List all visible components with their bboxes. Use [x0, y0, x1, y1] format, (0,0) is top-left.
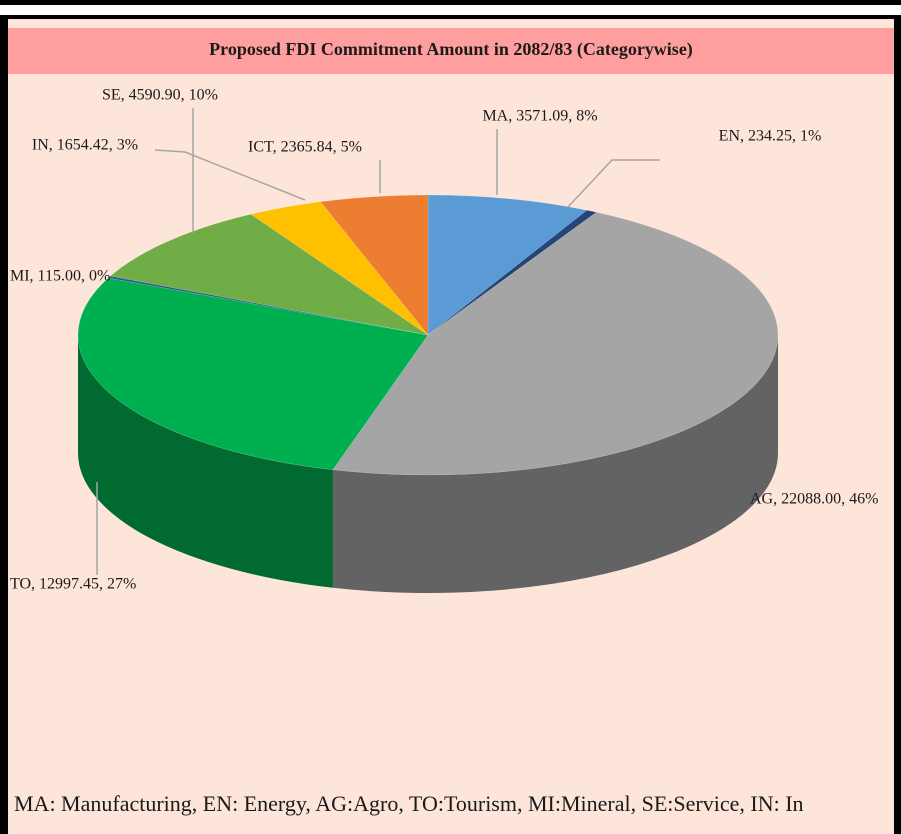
slice: [427, 209, 598, 336]
chart-title: Proposed FDI Commitment Amount in 2082/8…: [209, 39, 693, 60]
data-label: MA, 3571.09, 8%: [482, 108, 597, 125]
data-label: ICT, 2365.84, 5%: [248, 139, 362, 156]
title-band: [8, 28, 894, 74]
top-border: [0, 15, 901, 19]
data-label: TO, 12997.45, 27%: [10, 576, 136, 593]
slice-side: [332, 335, 778, 593]
slice: [77, 277, 429, 471]
left-border: [0, 19, 8, 834]
footnote: MA: Manufacturing, EN: Energy, AG:Agro, …: [14, 791, 804, 816]
slice: [427, 194, 588, 336]
slice: [320, 194, 429, 336]
data-label: MI, 115.00, 0%: [10, 268, 110, 285]
top-gap: [0, 5, 901, 15]
data-label: AG, 22088.00, 46%: [750, 491, 878, 508]
slice: [109, 213, 429, 336]
data-label: IN, 1654.42, 3%: [32, 137, 138, 154]
top-border: [0, 0, 901, 5]
slice: [107, 275, 429, 336]
slice-side: [78, 335, 333, 588]
slice: [332, 212, 779, 476]
leader-line: [567, 159, 660, 208]
data-label: SE, 4590.90, 10%: [102, 87, 218, 104]
data-label: EN, 234.25, 1%: [719, 128, 822, 145]
slice: [250, 201, 429, 336]
right-border: [894, 19, 901, 834]
leader-line: [154, 149, 306, 201]
